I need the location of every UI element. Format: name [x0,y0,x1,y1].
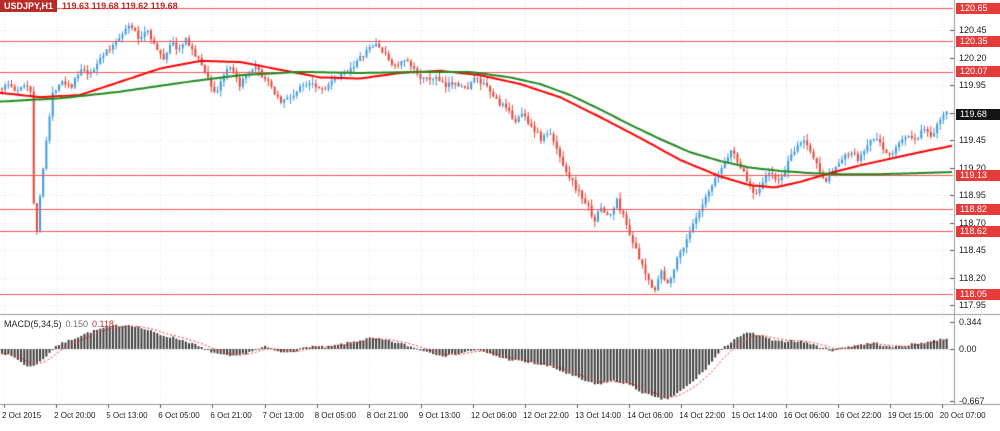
ohlc-values: 119.63 119.68 119.62 119.68 [62,1,178,11]
macd-indicator-name: MACD(5,34,5) [4,319,62,329]
macd-signal-value: 0.118 [92,319,114,329]
macd-main-value: 0.150 [65,319,89,329]
chart-header: USDJPY,H1 119.63 119.68 119.62 119.68 [0,0,178,12]
macd-indicator-label: MACD(5,34,5) 0.150 0.118 [4,319,114,329]
symbol-badge: USDJPY,H1 [0,0,58,12]
